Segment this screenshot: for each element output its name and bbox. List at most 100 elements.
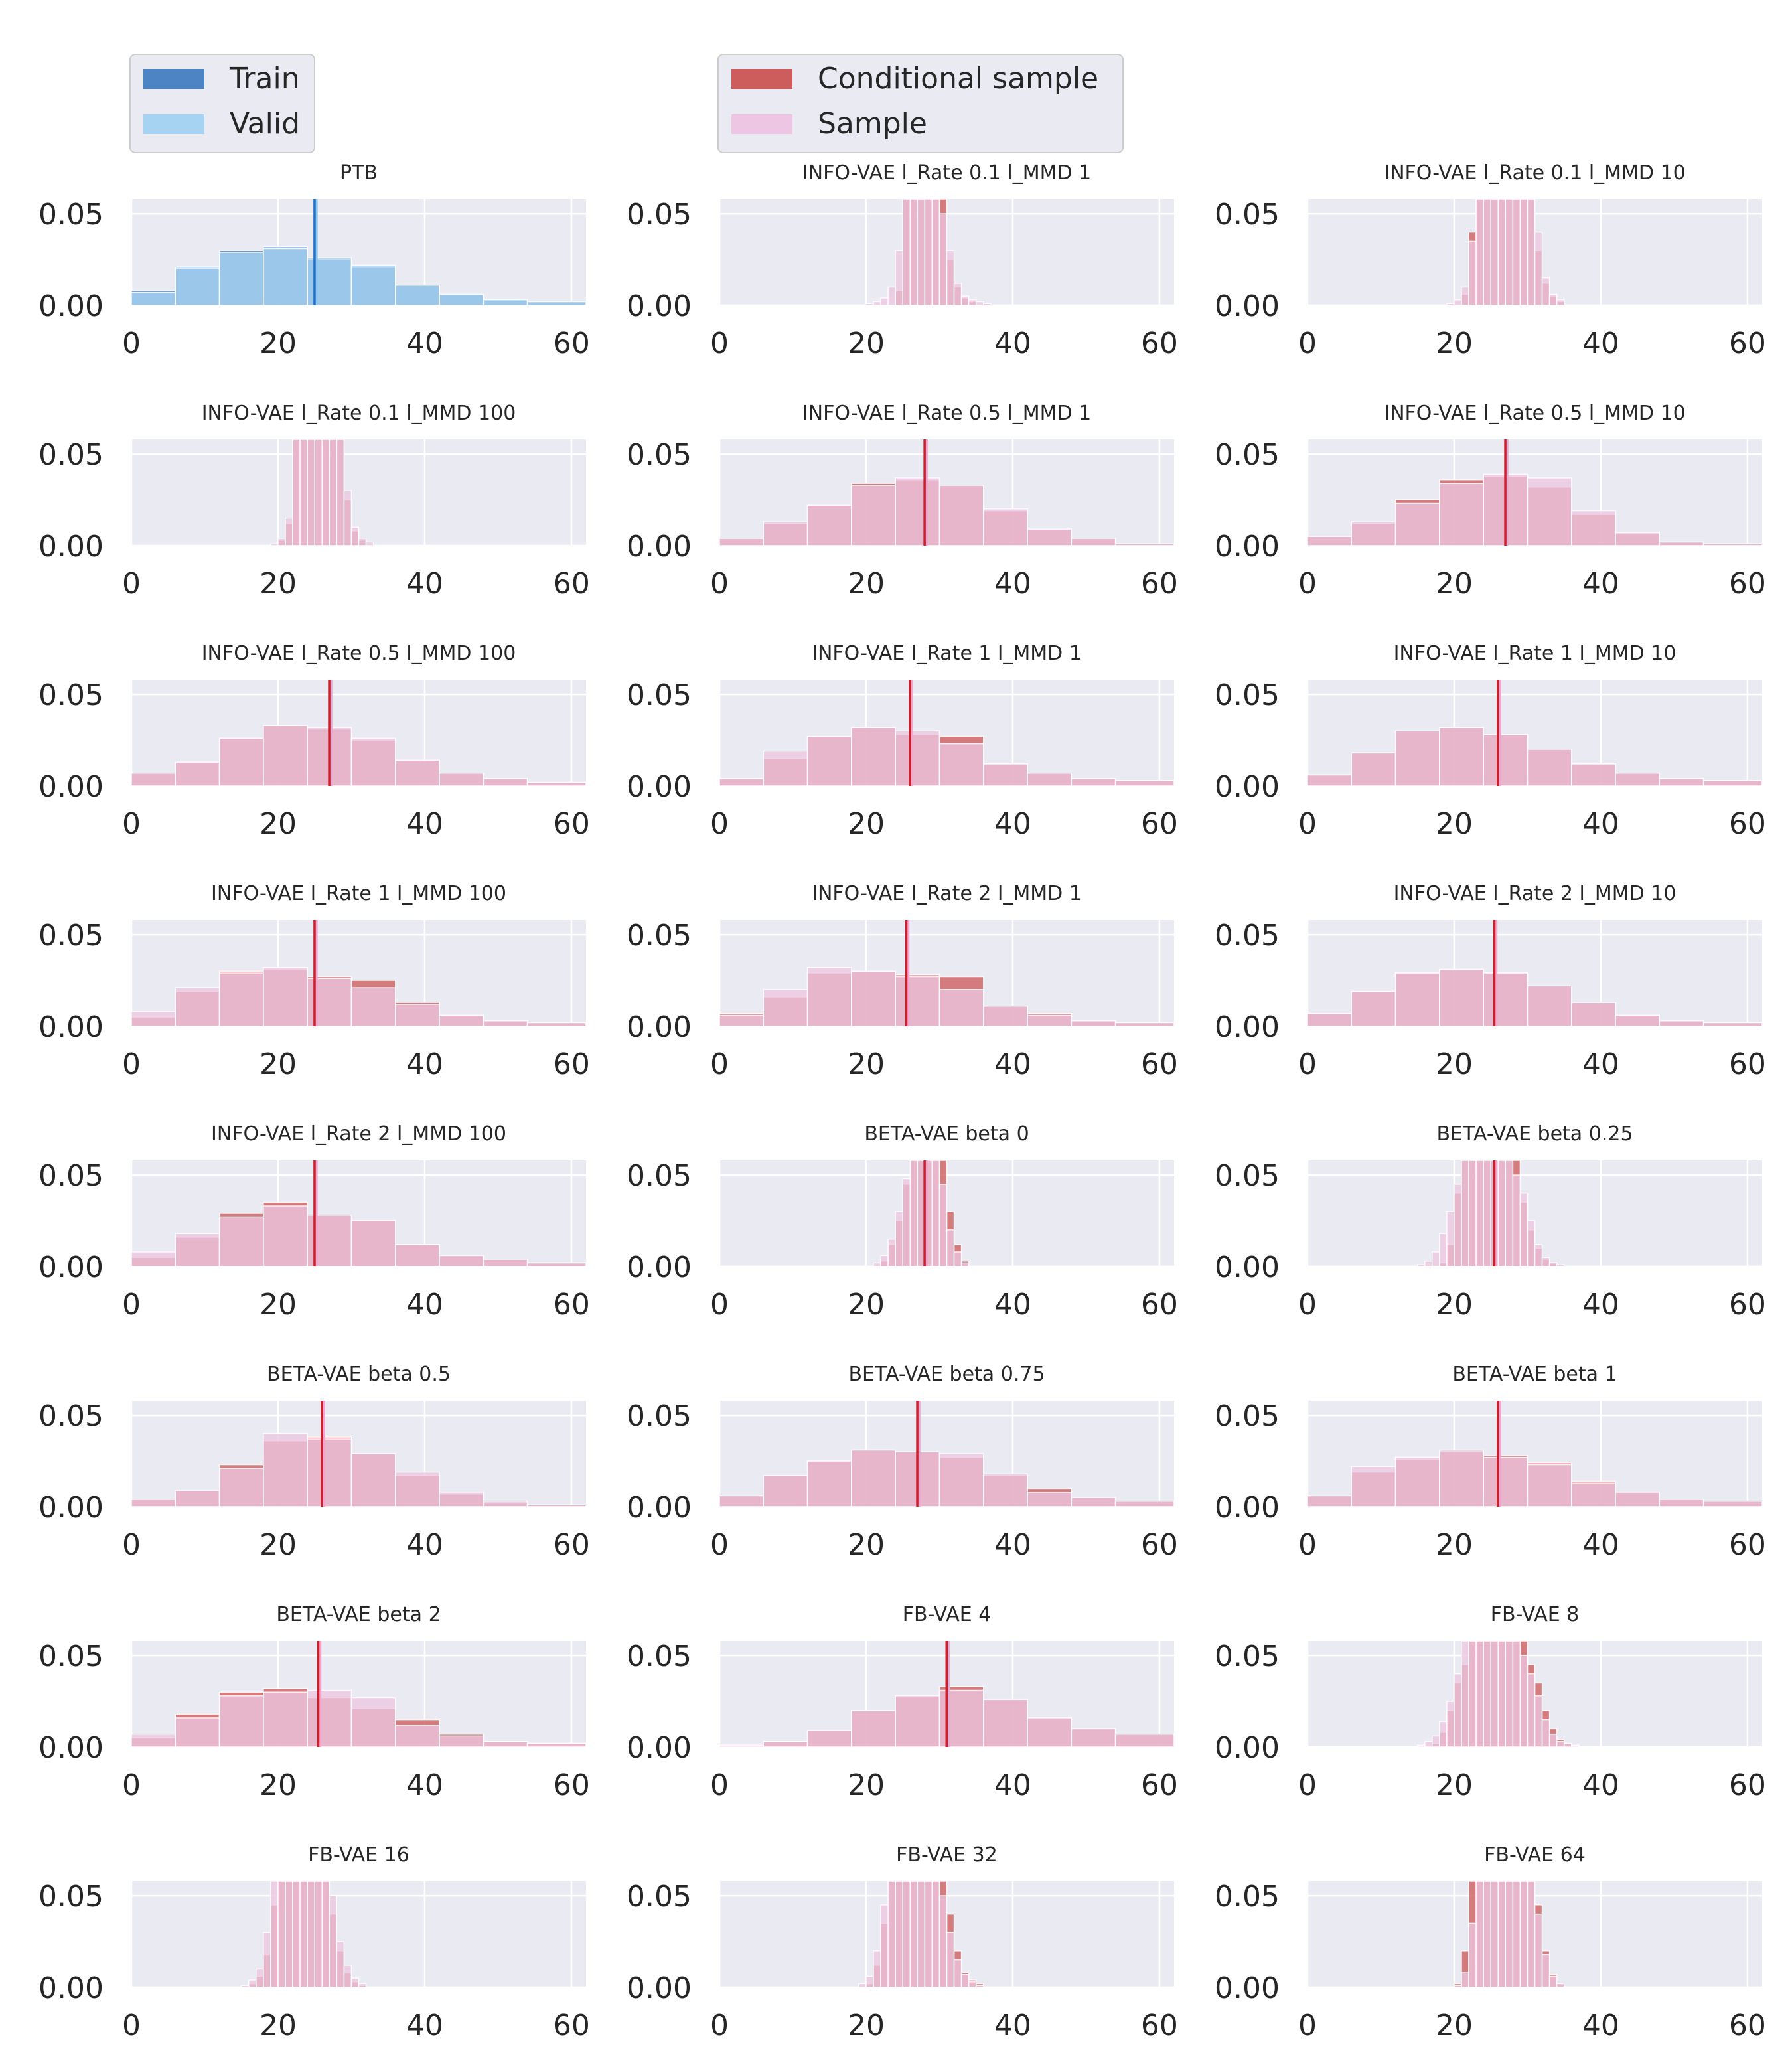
y-tick-label: 0.05 <box>627 678 692 712</box>
histogram-bar <box>982 763 1028 786</box>
x-tick-label: 20 <box>1436 1528 1473 1562</box>
histogram-bar <box>1534 1244 1543 1266</box>
y-tick-label: 0.00 <box>38 1731 104 1765</box>
histogram-bar <box>1461 1972 1469 1987</box>
y-tick-label: 0.00 <box>1215 1971 1280 2005</box>
histogram-bar <box>873 1950 881 1987</box>
histogram-panel: 0 20 40 60 0.00 0.05 FB-VAE 16 <box>38 1843 590 2042</box>
histogram-bar <box>719 538 765 546</box>
histogram-bar <box>336 1941 345 1987</box>
histogram-bar <box>909 1160 919 1266</box>
histogram-bar <box>1534 1913 1543 1987</box>
histogram-bar <box>1454 299 1462 305</box>
histogram-bar <box>1027 1492 1073 1507</box>
y-tick-label: 0.00 <box>38 1491 104 1525</box>
histogram-bar <box>895 1881 903 1987</box>
x-tick-label: 0 <box>122 1288 141 1322</box>
series-bars <box>1307 473 1762 546</box>
bars <box>719 966 1174 1026</box>
histogram-bar <box>218 252 264 305</box>
histogram-bar <box>1446 1701 1455 1747</box>
histogram-panel: 0 20 40 60 0.00 0.05 INFO-VAE l_Rate 0.5 l_MMD… <box>38 642 590 841</box>
histogram-bar <box>1416 1744 1426 1747</box>
x-tick-label: 0 <box>122 1047 141 1081</box>
histogram-bar <box>1351 521 1396 546</box>
histogram-bar <box>851 1449 896 1507</box>
x-tick-label: 0 <box>710 567 729 601</box>
histogram-bar <box>1027 772 1073 786</box>
legends: Train Valid Conditional sample Sample <box>129 54 1124 153</box>
histogram-bar <box>336 439 345 546</box>
histogram-bar <box>263 248 308 305</box>
histogram-bar <box>931 199 940 305</box>
histogram-bar <box>439 293 485 305</box>
histogram-bar <box>358 1983 367 1987</box>
histogram-bar <box>1114 1022 1174 1026</box>
histogram-bar <box>394 759 440 786</box>
panel-title: FB-VAE 64 <box>1484 1843 1586 1867</box>
histogram-bar <box>1519 1192 1529 1266</box>
histogram-bar <box>350 1697 396 1747</box>
x-tick-label: 40 <box>1582 1047 1619 1081</box>
y-tick-label: 0.05 <box>1215 1159 1280 1193</box>
histogram-bar <box>851 726 896 786</box>
histogram-bar <box>1548 293 1558 305</box>
histogram-bar <box>526 1262 586 1266</box>
y-tick-label: 0.00 <box>38 1971 104 2005</box>
series-bars <box>1446 199 1565 305</box>
x-tick-label: 60 <box>553 1528 590 1562</box>
histogram-bar <box>1475 1160 1484 1266</box>
x-tick-label: 60 <box>1729 1047 1766 1081</box>
histogram-bar <box>902 1881 911 1987</box>
histogram-bar <box>439 1492 485 1507</box>
histogram-bar <box>1497 1160 1507 1266</box>
x-tick-label: 40 <box>1582 1768 1619 1802</box>
bars <box>1307 1449 1762 1507</box>
y-tick-label: 0.05 <box>38 919 104 953</box>
histogram-panel: 0 20 40 60 0.00 0.05 BETA-VAE beta 0.25 <box>1215 1122 1766 1322</box>
histogram-bar <box>1512 1641 1521 1747</box>
x-tick-label: 40 <box>406 1768 443 1802</box>
histogram-bar <box>953 1251 962 1266</box>
x-tick-label: 60 <box>1729 1768 1766 1802</box>
histogram-bar <box>806 1730 852 1747</box>
histogram-bar <box>277 538 286 546</box>
y-tick-label: 0.05 <box>627 198 692 232</box>
histogram-bar <box>938 1184 948 1266</box>
histogram-bar <box>1114 543 1174 546</box>
histogram-bar <box>439 1014 485 1026</box>
histogram-bar <box>960 1973 970 1987</box>
histogram-bar <box>248 1979 257 1987</box>
histogram-bar <box>1027 528 1073 546</box>
y-tick-label: 0.05 <box>627 1640 692 1673</box>
histogram-bar <box>1483 972 1529 1026</box>
bars <box>131 1432 586 1507</box>
bars <box>1416 1641 1580 1747</box>
histogram-bar <box>902 1178 911 1266</box>
histogram-bar <box>1497 1881 1507 1987</box>
x-tick-label: 40 <box>994 1047 1031 1081</box>
x-tick-label: 20 <box>848 327 885 360</box>
legend-label: Conditional sample <box>818 62 1098 96</box>
histogram-bar <box>917 1881 926 1987</box>
histogram-bar <box>1659 1499 1704 1507</box>
y-tick-label: 0.00 <box>627 1971 692 2005</box>
histogram-bar <box>1570 1002 1616 1026</box>
bars <box>1307 726 1762 786</box>
x-tick-label: 40 <box>994 567 1031 601</box>
histogram-bar <box>1351 990 1396 1026</box>
series-bars <box>719 1689 1174 1747</box>
x-tick-label: 0 <box>122 1528 141 1562</box>
histogram-bar <box>263 1932 271 1987</box>
x-tick-label: 60 <box>553 1768 590 1802</box>
histogram-bar <box>270 1881 279 1987</box>
histogram-bar <box>394 284 440 305</box>
histogram-bar <box>1505 199 1514 305</box>
histogram-bar <box>439 1735 485 1747</box>
bars <box>131 246 586 305</box>
x-tick-label: 0 <box>1298 1768 1317 1802</box>
x-tick-label: 40 <box>994 1288 1031 1322</box>
histogram-bar <box>1439 968 1484 1026</box>
histogram-bar <box>968 299 977 305</box>
x-tick-label: 0 <box>122 807 141 841</box>
